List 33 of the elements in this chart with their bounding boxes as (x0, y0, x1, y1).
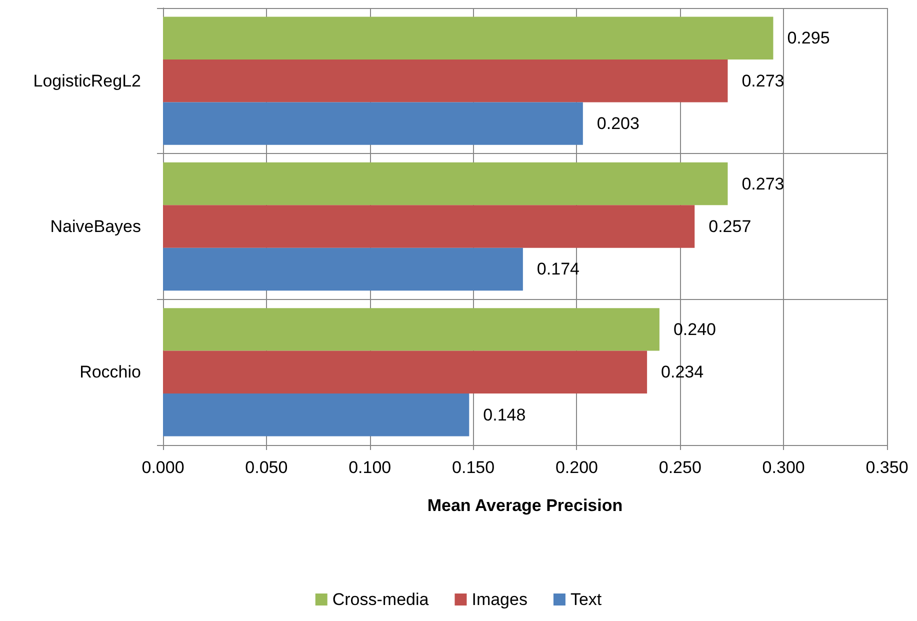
y-tick-label: NaiveBayes (50, 217, 141, 236)
legend-label: Images (472, 590, 528, 609)
bar (163, 205, 695, 248)
data-label: 0.273 (742, 174, 784, 194)
x-tick-label: 0.200 (555, 458, 598, 477)
data-label: 0.257 (708, 217, 752, 236)
y-tick-label: LogisticRegL2 (33, 71, 141, 90)
bar (163, 248, 523, 291)
y-tick-label: Rocchio (80, 362, 141, 382)
bar (163, 350, 648, 394)
x-tick-label: 0.300 (762, 458, 805, 477)
bar (163, 162, 728, 206)
bar (163, 59, 728, 102)
bar (163, 308, 660, 351)
x-tick-label: 0.100 (348, 458, 392, 477)
x-tick-label: 0.350 (866, 458, 908, 477)
x-tick-label: 0.000 (142, 458, 184, 477)
data-label: 0.174 (536, 260, 580, 279)
data-label: 0.234 (661, 362, 704, 382)
bar (163, 16, 774, 60)
data-label: 0.273 (742, 71, 784, 90)
x-axis-title: Mean Average Precision (427, 496, 623, 515)
bar (163, 102, 583, 145)
legend-label: Text (570, 590, 602, 609)
data-label: 0.203 (596, 114, 640, 134)
bar (163, 394, 470, 436)
data-label: 0.295 (787, 28, 830, 48)
data-label: 0.148 (483, 405, 526, 424)
x-tick-label: 0.050 (245, 458, 288, 477)
x-tick-label: 0.150 (452, 458, 495, 477)
legend-label: Cross-media (332, 590, 430, 609)
x-tick-label: 0.250 (658, 458, 702, 477)
data-label: 0.240 (673, 320, 716, 339)
